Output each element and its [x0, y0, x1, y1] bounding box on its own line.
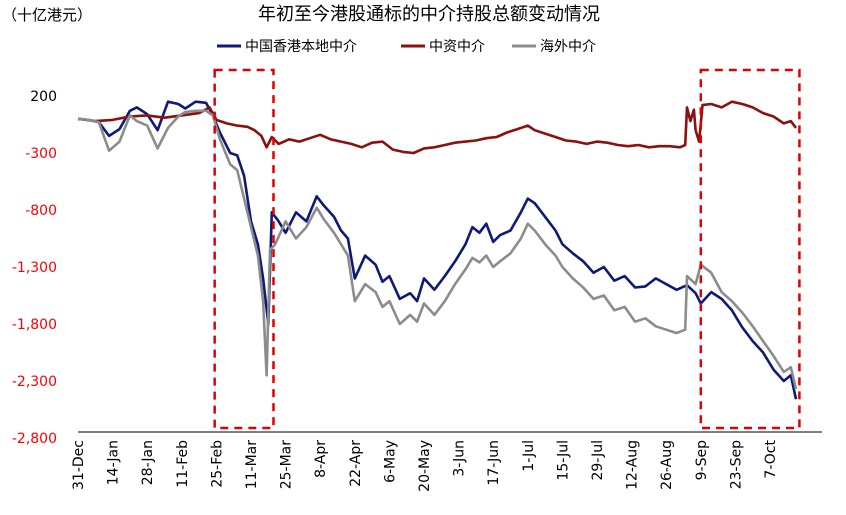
x-tick-label: 23-Sep: [728, 440, 744, 489]
highlight-boxes: [213, 68, 801, 430]
y-tick-label: -2,800: [12, 431, 57, 447]
x-tick-label: 17-Jun: [486, 440, 502, 486]
y-tick-label: 200: [30, 89, 57, 105]
x-tick-label: 14-Jan: [106, 440, 122, 485]
plot-area: [77, 100, 798, 400]
x-tick-label: 31-Dec: [71, 440, 87, 490]
x-tick-label: 29-Jul: [590, 440, 606, 481]
legend-label: 中国香港本地中介: [245, 39, 357, 55]
legend: 中国香港本地中介 中资中介 海外中介: [217, 39, 596, 55]
x-tick-label: 25-Mar: [279, 440, 295, 490]
x-tick-label: 28-Jan: [140, 440, 156, 485]
x-tick-label: 20-May: [417, 440, 433, 492]
y-axis-tick-labels: 200 -300 -800 -1,300 -1,800 -2,300 -2,800: [12, 89, 57, 447]
x-tick-label: 11-Feb: [175, 440, 191, 488]
series-line-2: [77, 100, 798, 155]
y-tick-label: -2,300: [12, 374, 57, 390]
chart-title: 年初至今港股通标的中介持股总额变动情况: [258, 4, 600, 25]
y-tick-label: -300: [25, 146, 57, 162]
unit-label: （十亿港元）: [2, 6, 92, 24]
legend-label: 海外中介: [540, 39, 596, 55]
x-tick-label: 26-Aug: [659, 440, 675, 490]
x-tick-label: 22-Apr: [348, 440, 364, 487]
x-tick-label: 3-Jun: [452, 440, 468, 477]
highlight-box: [213, 68, 275, 430]
highlight-box: [699, 68, 801, 430]
legend-label: 中资中介: [429, 39, 485, 55]
x-tick-label: 6-May: [382, 440, 398, 483]
x-tick-label: 9-Sep: [694, 440, 710, 480]
y-tick-label: -800: [25, 203, 57, 219]
x-tick-label: 7-Oct: [763, 439, 779, 478]
x-tick-label: 11-Mar: [244, 440, 260, 490]
x-tick-label: 12-Aug: [625, 440, 641, 490]
x-axis-tick-labels: 31-Dec 14-Jan 28-Jan 11-Feb 25-Feb 11-Mar 25-M…: [71, 439, 779, 491]
x-tick-label: 15-Jul: [555, 440, 571, 481]
y-tick-label: -1,300: [12, 260, 57, 276]
x-tick-label: 1-Jul: [521, 440, 537, 472]
x-tick-label: 25-Feb: [209, 440, 225, 488]
series-line-3: [77, 109, 798, 390]
y-tick-label: -1,800: [12, 317, 57, 333]
x-tick-label: 8-Apr: [313, 440, 329, 478]
